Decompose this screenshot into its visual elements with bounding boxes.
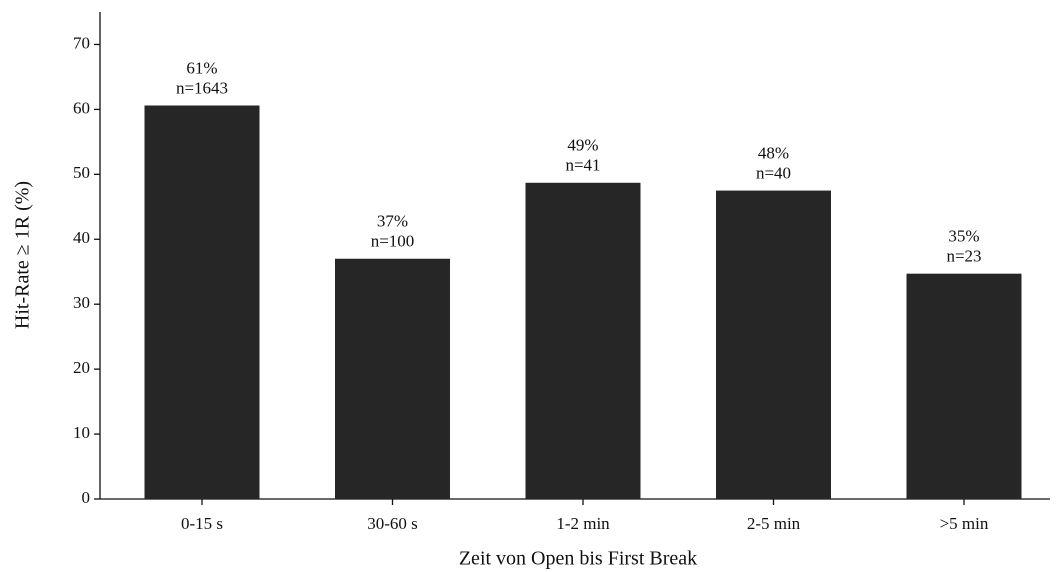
y-tick-label: 70 <box>73 33 90 52</box>
count-label: n=41 <box>565 156 600 175</box>
count-label: n=23 <box>946 247 981 266</box>
y-tick-label: 20 <box>73 358 90 377</box>
count-label: n=40 <box>756 163 791 182</box>
bar <box>906 273 1022 499</box>
x-tick-label: 30-60 s <box>367 514 418 533</box>
value-label: 61% <box>186 58 217 77</box>
value-label: 35% <box>948 227 979 246</box>
y-tick-label: 0 <box>82 488 91 507</box>
y-tick-label: 10 <box>73 423 90 442</box>
y-tick-label: 30 <box>73 293 90 312</box>
bar <box>525 182 641 500</box>
y-tick-label: 40 <box>73 228 90 247</box>
count-label: n=1643 <box>176 78 228 97</box>
x-tick-label: 0-15 s <box>181 514 223 533</box>
x-axis-label: Zeit von Open bis First Break <box>459 548 697 570</box>
y-tick-label: 60 <box>73 98 90 117</box>
x-tick-label: 2-5 min <box>747 514 801 533</box>
x-tick-label: >5 min <box>940 514 989 533</box>
x-tick-label: 1-2 min <box>556 514 610 533</box>
value-label: 49% <box>567 136 598 155</box>
bar <box>144 105 260 499</box>
y-tick-label: 50 <box>73 163 90 182</box>
value-label: 48% <box>758 143 789 162</box>
count-label: n=100 <box>371 232 415 251</box>
value-label: 37% <box>377 212 408 231</box>
bar <box>335 258 450 499</box>
bar <box>716 190 831 500</box>
y-axis-label: Hit-Rate ≥ 1R (%) <box>12 181 34 329</box>
